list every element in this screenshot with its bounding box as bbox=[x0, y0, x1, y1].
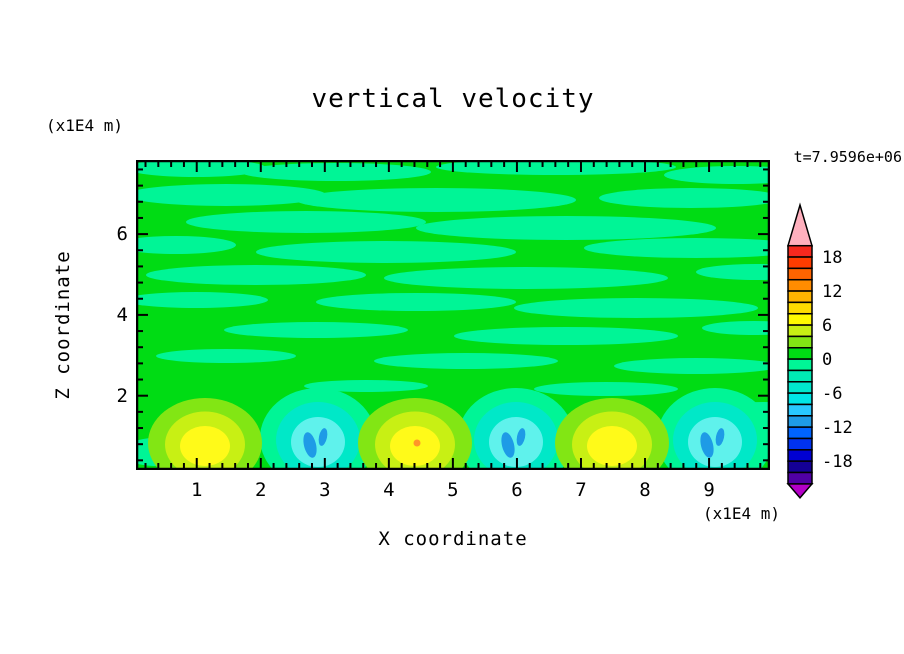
z-tick-label: 4 bbox=[116, 303, 128, 326]
downdraft-core-spot bbox=[700, 432, 714, 458]
colorbar-cell bbox=[787, 460, 813, 474]
colorbar-cell bbox=[787, 449, 813, 462]
colorbar-cell bbox=[787, 267, 813, 281]
streak-patch bbox=[664, 166, 770, 184]
colorbar-label: 0 bbox=[822, 350, 832, 370]
streak-patch bbox=[136, 160, 266, 177]
x-axis-title: X coordinate bbox=[378, 528, 528, 550]
updraft-blob bbox=[148, 398, 262, 470]
streak-patch bbox=[534, 382, 678, 396]
colorbar-cell bbox=[787, 290, 813, 304]
downdraft-blob bbox=[458, 388, 574, 470]
plot-border bbox=[136, 160, 770, 470]
streak-patch bbox=[436, 160, 676, 175]
colorbar-cell bbox=[787, 437, 813, 451]
updraft-blob bbox=[358, 398, 472, 470]
streak-patch bbox=[416, 216, 716, 240]
colorbar-label: 6 bbox=[822, 316, 832, 336]
colorbar-cell bbox=[787, 347, 813, 360]
colorbar-label: -6 bbox=[822, 384, 842, 404]
colorbar-cell bbox=[787, 358, 813, 372]
streak-patch bbox=[146, 265, 366, 285]
downdraft-core-spot bbox=[715, 428, 725, 446]
x-tick-label: 9 bbox=[703, 479, 715, 501]
colorbar-cell bbox=[787, 312, 813, 326]
updraft-ring bbox=[180, 426, 230, 466]
downdraft-core-spot bbox=[318, 428, 328, 446]
colorbar-label: 12 bbox=[822, 282, 842, 302]
streak-patch bbox=[514, 298, 758, 318]
colorbar-cell bbox=[787, 335, 813, 349]
streak-patch bbox=[156, 349, 296, 363]
streak-patch bbox=[584, 238, 770, 258]
x-tick-label: 4 bbox=[383, 479, 395, 501]
streak-patch bbox=[241, 163, 431, 181]
colorbar-label: -12 bbox=[822, 418, 853, 438]
colorbar-cell bbox=[787, 381, 813, 394]
colorbar-label: -18 bbox=[822, 452, 853, 472]
colorbar: 18 12 6 0 -6 -12 -18 bbox=[786, 202, 853, 499]
colorbar-cell bbox=[787, 426, 813, 440]
contour-plot-area bbox=[136, 160, 770, 470]
downdraft-ring bbox=[291, 417, 345, 467]
colorbar-cell bbox=[787, 392, 813, 406]
streak-patch bbox=[702, 321, 770, 335]
streak-patch bbox=[599, 188, 770, 208]
colorbar-cell bbox=[787, 301, 813, 315]
streak-patch bbox=[384, 267, 668, 289]
x-tick-label: 1 bbox=[191, 479, 203, 501]
streak-patch bbox=[454, 327, 678, 345]
colorbar-cell bbox=[787, 369, 813, 383]
updraft-blob bbox=[555, 398, 669, 470]
z-axis-unit-label: (x1E4 m) bbox=[46, 116, 124, 135]
x-tick-label: 5 bbox=[447, 479, 459, 501]
x-tick-label: 3 bbox=[319, 479, 331, 501]
time-annotation: t=7.9596e+06 bbox=[793, 148, 902, 166]
x-axis-unit-label: (x1E4 m) bbox=[702, 504, 780, 523]
colorbar-cell bbox=[787, 471, 813, 485]
downdraft-core-spot bbox=[516, 428, 526, 446]
streak-patch bbox=[224, 322, 408, 338]
z-axis-title: Z coordinate bbox=[52, 250, 74, 400]
colorbar-cell bbox=[787, 278, 813, 292]
downdraft-blob bbox=[657, 388, 770, 470]
streak-patch bbox=[614, 358, 770, 374]
downdraft-ring bbox=[688, 417, 742, 467]
x-tick-label: 7 bbox=[575, 479, 587, 501]
streak-patch bbox=[304, 380, 428, 392]
updraft-ring bbox=[390, 426, 440, 466]
streak-patch bbox=[296, 188, 576, 212]
chart-title: vertical velocity bbox=[311, 84, 595, 114]
downdraft-ring bbox=[489, 417, 543, 467]
colorbar-cell bbox=[787, 403, 813, 417]
colorbar-cell bbox=[787, 324, 813, 338]
updraft-ring bbox=[587, 426, 637, 466]
z-tick-label: 6 bbox=[116, 223, 128, 246]
downdraft-core-spot bbox=[501, 432, 515, 458]
x-tick-label: 6 bbox=[511, 479, 523, 501]
x-tick-label: 8 bbox=[639, 479, 651, 501]
z-tick-label: 2 bbox=[116, 384, 128, 407]
colorbar-top-arrow bbox=[786, 202, 814, 247]
streak-patch bbox=[256, 241, 516, 263]
streak-patch bbox=[316, 293, 516, 311]
streak-patch bbox=[374, 353, 558, 369]
downdraft-blob bbox=[260, 388, 376, 470]
downdraft-core-spot bbox=[303, 432, 317, 458]
colorbar-cell bbox=[787, 244, 813, 258]
streak-patch bbox=[696, 264, 770, 280]
streak-patch bbox=[136, 292, 268, 308]
x-tick-label: 2 bbox=[255, 479, 267, 501]
streak-patch bbox=[136, 236, 236, 254]
colorbar-label: 18 bbox=[822, 248, 842, 268]
streak-patch bbox=[136, 184, 326, 206]
streak-patch bbox=[186, 211, 426, 233]
updraft-peak-dot bbox=[413, 439, 421, 447]
colorbar-cell bbox=[787, 256, 813, 270]
colorbar-cell bbox=[787, 415, 813, 428]
colorbar-bottom-arrow bbox=[786, 483, 814, 499]
field-streaks bbox=[136, 160, 770, 466]
